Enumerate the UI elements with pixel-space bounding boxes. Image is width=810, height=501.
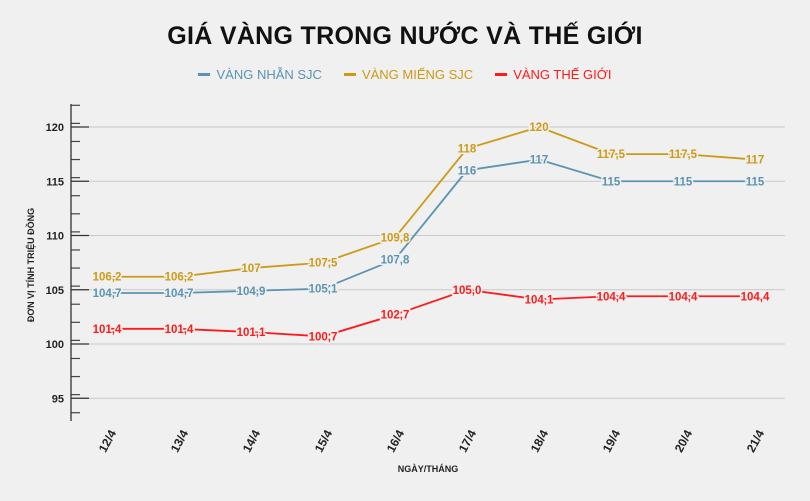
- y-axis-label: ĐƠN VỊ TÍNH TRIỆU ĐỒNG: [25, 208, 36, 322]
- legend-label: VÀNG NHẪN SJC: [216, 67, 322, 82]
- x-tick-label: 20/4: [672, 427, 695, 454]
- data-label: 115: [746, 176, 765, 188]
- x-axis-label: NGÀY/THÁNG: [398, 464, 459, 474]
- y-tick-label: 105: [46, 285, 64, 297]
- x-tick-label: 21/4: [744, 427, 767, 454]
- data-label: 104,4: [669, 291, 698, 303]
- data-label: 104,4: [597, 291, 626, 303]
- data-label: 106,2: [165, 272, 194, 284]
- x-tick-label: 16/4: [384, 427, 407, 454]
- y-tick-label: 100: [46, 339, 64, 351]
- data-label: 104,7: [165, 288, 194, 300]
- chart-title: GIÁ VÀNG TRONG NƯỚC VÀ THẾ GIỚI: [167, 22, 643, 50]
- data-label: 107: [241, 263, 260, 275]
- data-label: 117: [746, 155, 765, 167]
- legend-swatch: [198, 73, 211, 76]
- data-label: 120: [529, 122, 548, 134]
- legend-label: VÀNG MIẾNG SJC: [361, 67, 474, 82]
- data-label: 115: [674, 176, 693, 188]
- legend-item-vang-mieng: VÀNG MIẾNG SJC: [343, 67, 474, 82]
- x-tick-label: 14/4: [240, 427, 263, 454]
- series-line: [107, 288, 755, 338]
- legend-label: VÀNG THẾ GIỚI: [513, 67, 612, 82]
- y-tick-label: 95: [52, 393, 64, 405]
- data-label: 101,4: [165, 324, 194, 336]
- data-label: 100,7: [309, 331, 338, 343]
- x-tick-label: 17/4: [456, 427, 479, 454]
- x-tick-label: 15/4: [312, 427, 335, 454]
- x-tick-label: 13/4: [168, 427, 191, 454]
- y-tick-label: 115: [46, 176, 64, 188]
- legend: VÀNG NHẪN SJC VÀNG MIẾNG SJC VÀNG THẾ GI…: [0, 67, 810, 82]
- data-label: 102,7: [381, 310, 410, 322]
- data-label: 104,7: [93, 288, 122, 300]
- x-tick-label: 12/4: [96, 427, 119, 454]
- x-tick-label: 18/4: [528, 427, 551, 454]
- legend-swatch: [343, 73, 356, 76]
- data-label: 117: [530, 155, 549, 167]
- data-label: 105,0: [453, 285, 482, 297]
- y-tick-label: 120: [46, 122, 64, 134]
- series-line: [107, 158, 755, 294]
- data-label: 101,4: [93, 324, 122, 336]
- data-label: 118: [458, 144, 477, 156]
- data-label: 117,5: [669, 149, 698, 161]
- data-label: 109,8: [381, 233, 410, 245]
- data-label: 107,8: [381, 254, 410, 266]
- data-label: 104,1: [525, 295, 554, 307]
- series-line: [107, 126, 756, 278]
- legend-swatch: [495, 73, 508, 76]
- x-tick-label: 19/4: [600, 427, 623, 454]
- data-label: 117,5: [597, 149, 626, 161]
- data-label: 101,1: [237, 327, 266, 339]
- data-label: 106,2: [93, 272, 122, 284]
- legend-item-vang-the-gioi: VÀNG THẾ GIỚI: [495, 67, 612, 82]
- data-label: 116: [458, 165, 477, 177]
- data-label: 115: [602, 176, 621, 188]
- data-label: 104,9: [237, 286, 266, 298]
- data-label: 107,5: [309, 258, 338, 270]
- data-label: 104,4: [741, 291, 770, 303]
- y-tick-label: 110: [46, 231, 64, 243]
- data-label: 105,1: [309, 284, 338, 296]
- legend-item-vang-nhan: VÀNG NHẪN SJC: [198, 67, 322, 82]
